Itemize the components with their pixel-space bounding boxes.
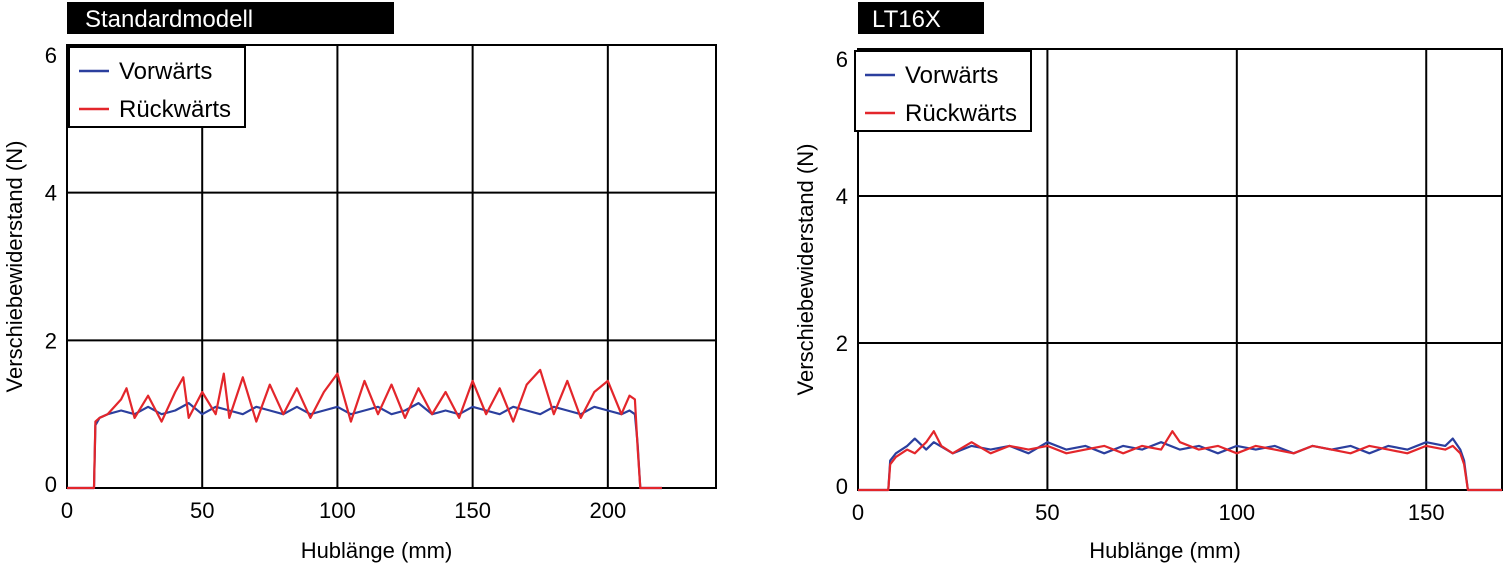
y-axis-label: Verschiebewiderstand (N) (793, 144, 818, 396)
legend: Vorwärts Rückwärts (68, 46, 246, 128)
y-tick-label: 0 (45, 472, 57, 497)
x-tick-label: 150 (1408, 500, 1445, 525)
x-tick-label: 150 (454, 498, 491, 523)
y-tick-label: 4 (836, 184, 848, 209)
x-tick-label: 0 (61, 498, 73, 523)
legend-label-1: Rückwärts (119, 96, 231, 123)
y-tick-label: 0 (836, 474, 848, 499)
legend-label-0: Vorwärts (905, 62, 998, 89)
x-axis-label: Hublänge (mm) (301, 538, 453, 563)
series-line-rueckwaerts (67, 368, 662, 490)
y-tick-label: 2 (45, 328, 57, 353)
series-line-vorwaerts (67, 402, 662, 490)
series-line-rueckwaerts (858, 430, 1502, 492)
series-line-vorwaerts (858, 437, 1502, 492)
legend-label-1: Rückwärts (905, 100, 1017, 127)
x-tick-label: 100 (1218, 500, 1255, 525)
chart-panel-lt16x: LT16X 0 50 100 150 0 2 4 6 Hublänge (mm) Verschieb… (755, 0, 1510, 568)
chart-title: LT16X (872, 6, 941, 33)
legend-box (854, 50, 1032, 132)
x-tick-label: 200 (589, 498, 626, 523)
chart-title-box (858, 2, 984, 34)
chart-title-box (67, 2, 394, 34)
x-tick-label: 50 (190, 498, 214, 523)
chart-standardmodell: Standardmodell 0 50 100 150 200 0 2 4 6 Hublänge (… (2, 2, 717, 563)
legend: Vorwärts Rückwärts (854, 50, 1032, 132)
x-tick-label: 0 (852, 500, 864, 525)
y-tick-label: 2 (836, 331, 848, 356)
legend-box (68, 46, 246, 128)
y-axis-label: Verschiebewiderstand (N) (2, 141, 27, 393)
x-tick-label: 50 (1035, 500, 1059, 525)
x-axis-label: Hublänge (mm) (1089, 538, 1241, 563)
y-tick-label: 6 (45, 43, 57, 68)
x-tick-label: 100 (319, 498, 356, 523)
plot-frame (857, 48, 1503, 491)
chart-panel-standard: Standardmodell 0 50 100 150 200 0 2 4 6 Hublänge (… (2, 2, 717, 563)
y-tick-label: 6 (836, 47, 848, 72)
chart-title: Standardmodell (85, 6, 253, 33)
chart-lt16x: LT16X 0 50 100 150 0 2 4 6 Hublänge (mm) Verschieb… (793, 2, 1503, 563)
y-tick-label: 4 (45, 181, 57, 206)
legend-label-0: Vorwärts (119, 58, 212, 85)
plot-frame (66, 44, 717, 489)
